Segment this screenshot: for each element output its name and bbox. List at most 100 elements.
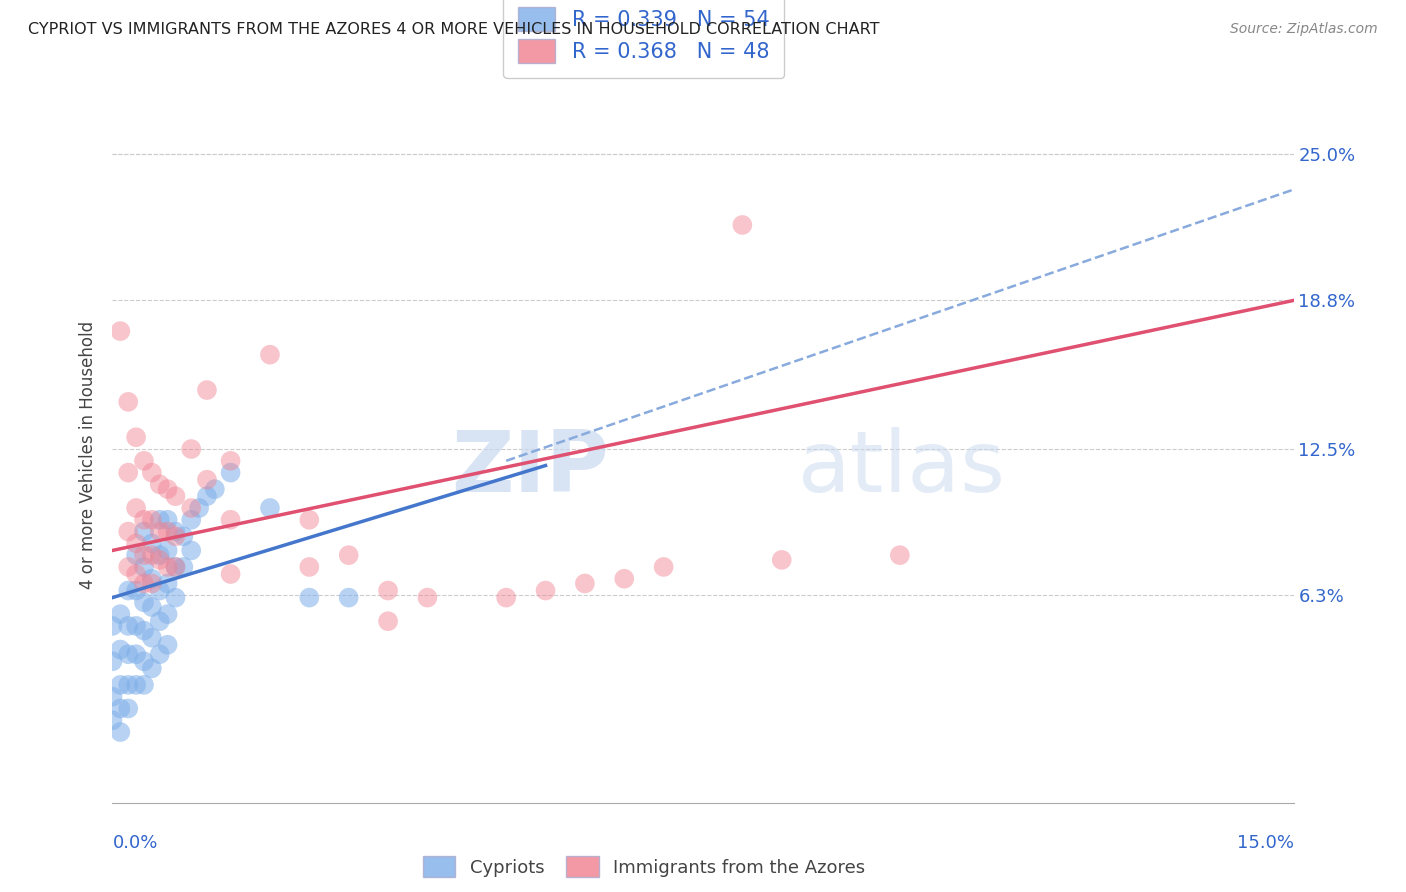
Point (172, 529, 194, 543)
Point (298, 591, 321, 605)
Point (125, 536, 148, 550)
Point (149, 524, 172, 539)
Point (125, 567, 148, 582)
Point (110, 678, 132, 692)
Point (125, 678, 148, 692)
Point (141, 466, 163, 480)
Text: 0.0%: 0.0% (112, 834, 157, 852)
Point (149, 513, 172, 527)
Point (156, 638, 179, 652)
Point (180, 543, 202, 558)
Text: 15.0%: 15.0% (1236, 834, 1294, 852)
Point (117, 395, 139, 409)
Legend: Cypriots, Immigrants from the Azores: Cypriots, Immigrants from the Azores (416, 849, 872, 884)
Point (101, 690, 124, 704)
Point (132, 595, 155, 609)
Point (156, 524, 179, 539)
Point (377, 583, 399, 598)
Point (141, 513, 163, 527)
Point (149, 614, 172, 628)
Point (125, 647, 148, 661)
Point (110, 607, 132, 621)
Point (110, 701, 132, 715)
Point (731, 218, 754, 232)
Point (141, 576, 163, 591)
Point (117, 678, 139, 692)
Point (117, 619, 139, 633)
Point (125, 583, 148, 598)
Point (141, 600, 163, 615)
Point (298, 560, 321, 574)
Point (156, 513, 179, 527)
Point (101, 619, 124, 633)
Point (132, 576, 155, 591)
Point (219, 454, 242, 468)
Point (125, 619, 148, 633)
Point (125, 548, 148, 562)
Point (156, 576, 179, 591)
Point (495, 591, 517, 605)
Point (180, 500, 202, 515)
Point (188, 500, 211, 515)
Text: CYPRIOT VS IMMIGRANTS FROM THE AZORES 4 OR MORE VEHICLES IN HOUSEHOLD CORRELATIO: CYPRIOT VS IMMIGRANTS FROM THE AZORES 4 … (28, 22, 880, 37)
Point (613, 572, 636, 586)
Point (132, 513, 155, 527)
Y-axis label: 4 or more Vehicles in Household: 4 or more Vehicles in Household (79, 321, 97, 589)
Point (110, 725, 132, 739)
Point (156, 543, 179, 558)
Point (180, 442, 202, 456)
Point (195, 489, 218, 503)
Point (652, 560, 675, 574)
Point (770, 553, 793, 567)
Point (180, 513, 202, 527)
Point (149, 553, 172, 567)
Point (219, 513, 242, 527)
Point (377, 614, 399, 628)
Text: atlas: atlas (797, 427, 1005, 510)
Point (125, 430, 148, 444)
Point (204, 482, 226, 496)
Point (298, 513, 321, 527)
Point (156, 482, 179, 496)
Point (149, 477, 172, 491)
Point (534, 583, 557, 598)
Point (574, 576, 596, 591)
Point (195, 473, 218, 487)
Point (117, 647, 139, 661)
Point (337, 548, 360, 562)
Point (165, 529, 187, 543)
Point (117, 583, 139, 598)
Point (259, 348, 281, 362)
Point (219, 567, 242, 582)
Point (259, 500, 281, 515)
Point (165, 560, 187, 574)
Point (149, 583, 172, 598)
Point (125, 500, 148, 515)
Point (117, 466, 139, 480)
Point (889, 548, 911, 562)
Point (149, 647, 172, 661)
Point (132, 678, 155, 692)
Point (165, 560, 187, 574)
Point (156, 607, 179, 621)
Point (141, 631, 163, 645)
Point (149, 548, 172, 562)
Point (117, 560, 139, 574)
Point (132, 624, 155, 638)
Point (132, 548, 155, 562)
Point (156, 560, 179, 574)
Point (141, 661, 163, 675)
Point (141, 548, 163, 562)
Point (165, 489, 187, 503)
Point (117, 701, 139, 715)
Point (337, 591, 360, 605)
Point (101, 713, 124, 727)
Point (132, 454, 155, 468)
Point (117, 524, 139, 539)
Text: ZIP: ZIP (451, 427, 609, 510)
Point (219, 466, 242, 480)
Point (110, 324, 132, 338)
Point (132, 560, 155, 574)
Point (132, 654, 155, 668)
Point (195, 383, 218, 397)
